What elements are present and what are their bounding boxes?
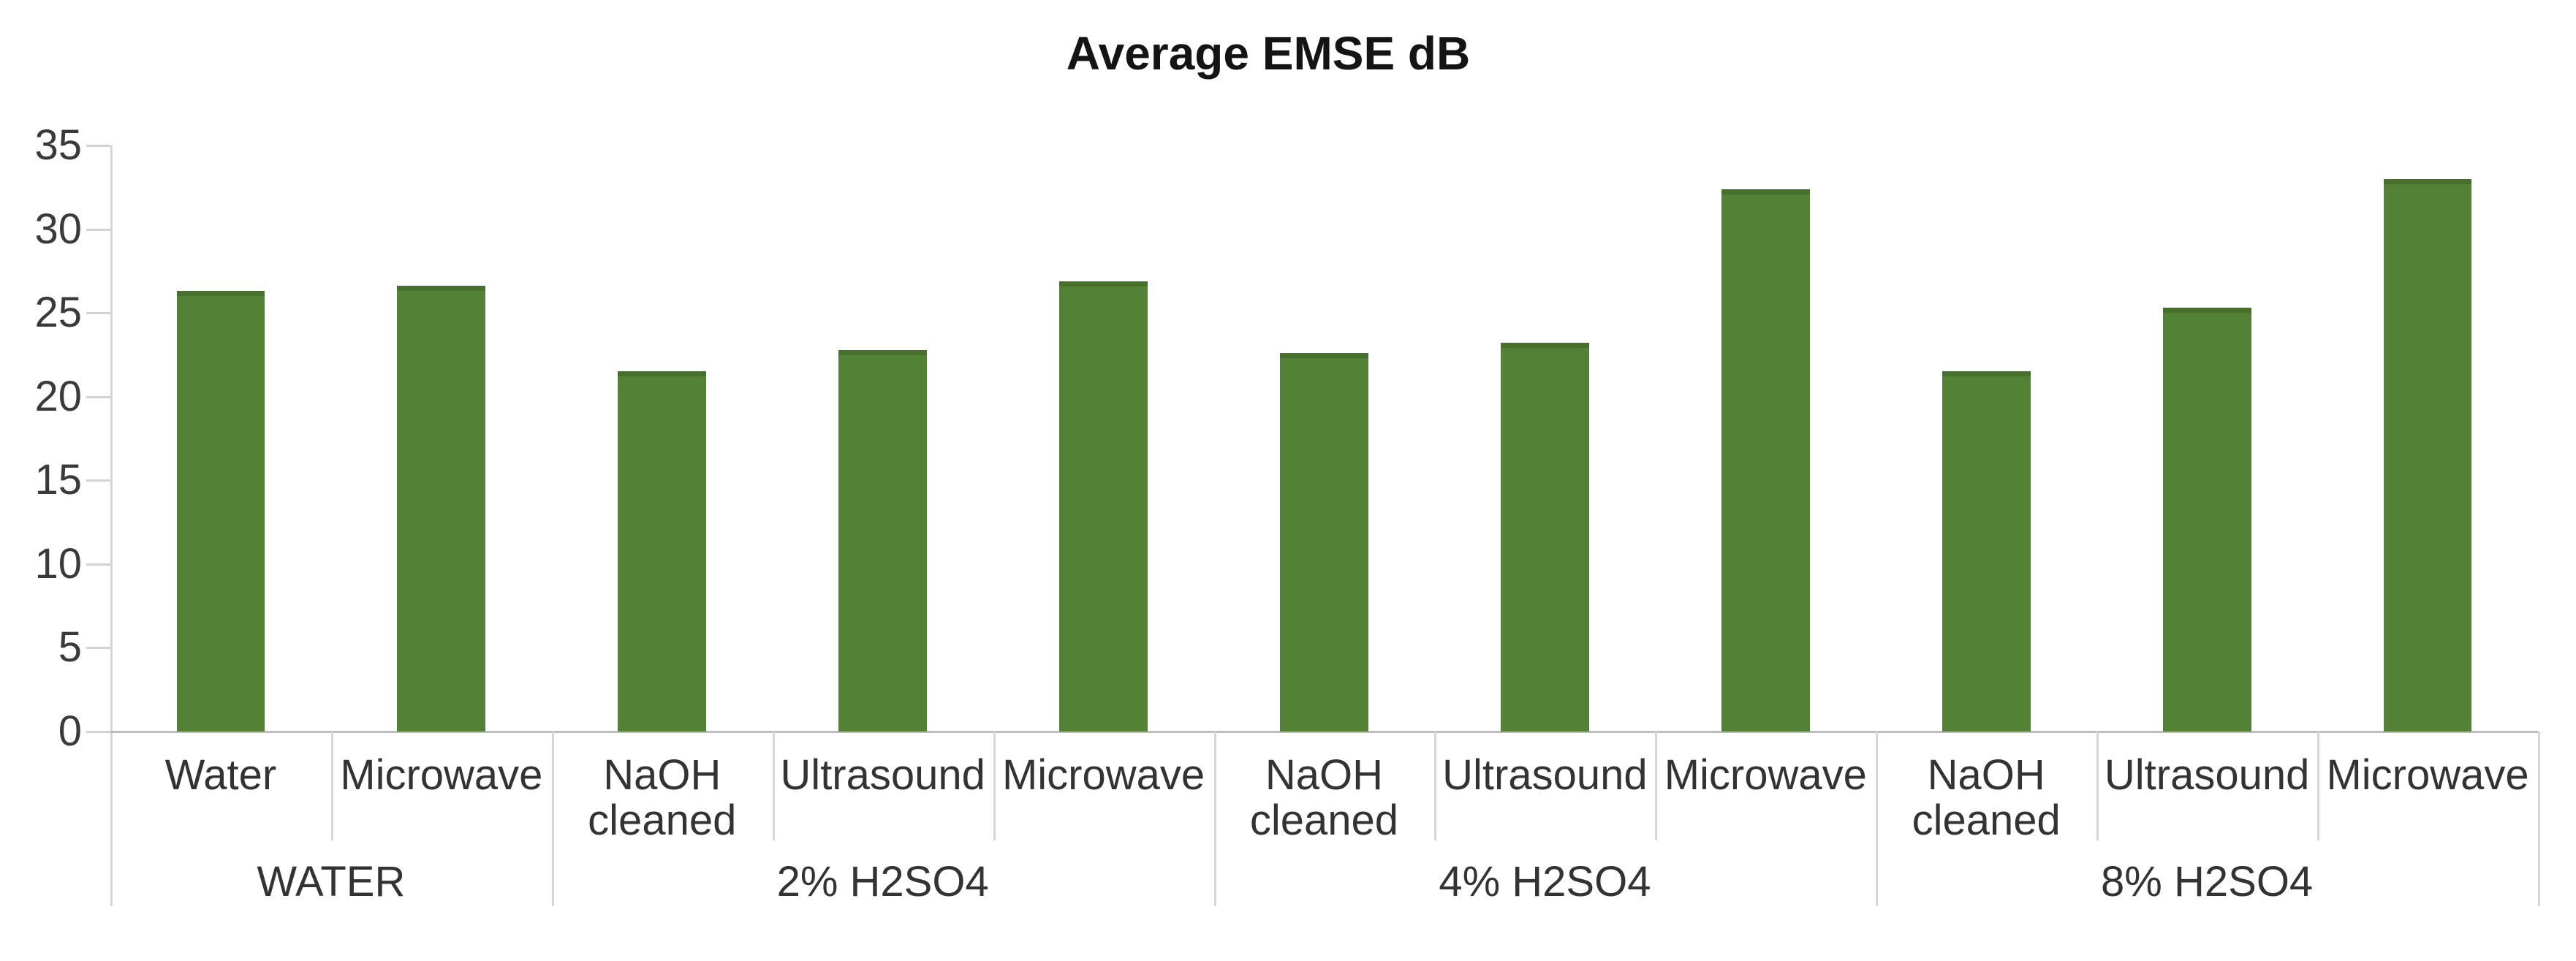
x-axis-group-label: 4% H2SO4 xyxy=(1439,858,1651,905)
x-axis-category-label: NaOH cleaned xyxy=(1249,751,1399,844)
bar xyxy=(618,371,707,732)
x-axis-group-label: 2% H2SO4 xyxy=(776,858,989,905)
category-divider-line xyxy=(1434,732,1437,840)
bar xyxy=(2162,308,2251,732)
y-axis-tick-label: 20 xyxy=(34,372,82,420)
x-axis-category-label: Ultrasound xyxy=(2104,751,2310,799)
y-axis-tick-label: 10 xyxy=(34,539,82,588)
x-axis-category-label: Ultrasound xyxy=(1442,751,1648,799)
y-axis-tick-mark xyxy=(86,479,110,482)
bar xyxy=(2383,178,2472,732)
x-axis-category-label: Microwave xyxy=(340,751,543,799)
group-divider-line xyxy=(2538,732,2540,906)
y-axis-tick-label: 5 xyxy=(58,623,82,672)
bar xyxy=(838,349,928,732)
x-axis-category-label: Ultrasound xyxy=(780,751,985,799)
y-axis-tick-mark xyxy=(86,647,110,650)
y-axis-tick-label: 0 xyxy=(58,707,82,755)
y-axis-tick-label: 35 xyxy=(34,121,82,169)
chart-title: Average EMSE dB xyxy=(1066,27,1471,80)
category-divider-line xyxy=(993,732,996,840)
y-axis-tick-mark xyxy=(86,563,110,566)
y-axis-tick-label: 15 xyxy=(34,456,82,504)
x-axis-category-label: Water xyxy=(164,751,277,799)
category-divider-line xyxy=(772,732,775,840)
group-divider-line xyxy=(551,732,554,906)
bar xyxy=(1942,371,2031,732)
category-divider-line xyxy=(2096,732,2099,840)
bar xyxy=(397,286,486,732)
x-axis-group-label: 8% H2SO4 xyxy=(2101,858,2314,905)
x-axis-group-label: WATER xyxy=(257,858,406,905)
category-divider-line xyxy=(2317,732,2320,840)
bar xyxy=(1721,189,1810,732)
bar xyxy=(1280,353,1368,732)
x-axis-category-label: Microwave xyxy=(1001,751,1205,799)
category-divider-line xyxy=(330,732,333,840)
y-axis-line xyxy=(110,145,113,906)
x-axis-category-label: NaOH cleaned xyxy=(588,751,737,844)
y-axis-tick-mark xyxy=(86,395,110,398)
group-divider-line xyxy=(1876,732,1879,906)
group-divider-line xyxy=(1213,732,1216,906)
y-axis-tick-label: 25 xyxy=(34,289,82,337)
x-axis-category-label: NaOH cleaned xyxy=(1912,751,2061,844)
y-axis-tick-mark xyxy=(86,228,110,231)
bar xyxy=(1059,281,1148,732)
bar xyxy=(1501,343,1589,732)
x-axis-category-label: Microwave xyxy=(1664,751,1867,799)
y-axis-tick-mark xyxy=(86,731,110,733)
x-axis-category-label: Microwave xyxy=(2326,751,2529,799)
x-axis-line xyxy=(110,731,2538,733)
bar xyxy=(176,291,265,732)
category-divider-line xyxy=(1655,732,1658,840)
y-axis-tick-mark xyxy=(86,312,110,315)
y-axis-tick-mark xyxy=(86,145,110,147)
y-axis-tick-label: 30 xyxy=(34,205,82,253)
